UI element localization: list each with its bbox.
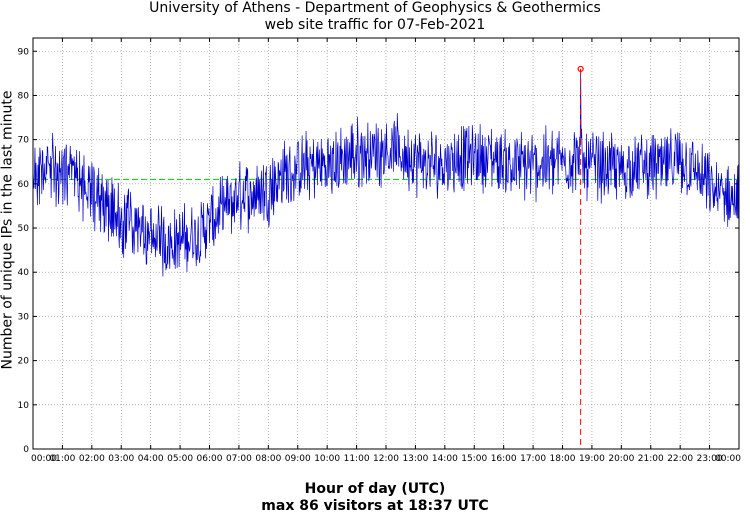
x-axis-label: Hour of day (UTC) — [304, 481, 446, 497]
x-tick-label: 16:00 — [491, 454, 517, 464]
x-tick-label: 14:00 — [432, 454, 458, 464]
x-tick-label: 12:00 — [373, 454, 399, 464]
x-tick-label: 00:00 — [715, 454, 741, 464]
x-tick-label: 06:00 — [197, 454, 223, 464]
x-tick-label: 22:00 — [667, 454, 693, 464]
series-group — [32, 68, 739, 277]
x-tick-label: 10:00 — [314, 454, 340, 464]
x-tick-label: 19:00 — [579, 454, 605, 464]
series-line — [32, 68, 739, 277]
x-tick-label: 09:00 — [285, 454, 311, 464]
grid — [33, 38, 739, 449]
y-tick-label: 40 — [18, 268, 30, 278]
x-tick-label: 23:00 — [697, 454, 723, 464]
x-tick-label: 17:00 — [520, 454, 546, 464]
x-tick-label: 00:00 — [31, 454, 57, 464]
peak-marker — [577, 65, 584, 73]
x-tick-label: 15:00 — [461, 454, 487, 464]
x-tick-label: 21:00 — [638, 454, 664, 464]
y-tick-label: 20 — [18, 357, 30, 367]
x-tick-label: 08:00 — [255, 454, 281, 464]
x-tick-label: 05:00 — [167, 454, 193, 464]
y-tick-label: 60 — [18, 180, 30, 190]
chart-title: University of Athens - Department of Geo… — [149, 0, 601, 16]
y-tick-label: 30 — [18, 312, 30, 322]
x-tick-label: 07:00 — [226, 454, 252, 464]
x-tick-label: 13:00 — [402, 454, 428, 464]
y-tick-label: 80 — [18, 91, 30, 101]
chart-subtitle: web site traffic for 07-Feb-2021 — [264, 17, 486, 33]
x-tick-label: 18:00 — [550, 454, 576, 464]
peak-note: max 86 visitors at 18:37 UTC — [261, 498, 489, 514]
x-tick-label: 01:00 — [49, 454, 75, 464]
plot-frame — [32, 37, 740, 450]
y-tick-label: 70 — [18, 136, 30, 146]
x-tick-label: 02:00 — [79, 454, 105, 464]
y-tick-label: 0 — [23, 445, 29, 455]
x-tick-label: 11:00 — [344, 454, 370, 464]
y-tick-label: 90 — [18, 47, 30, 57]
x-tick-label: 03:00 — [108, 454, 134, 464]
peak-group — [577, 65, 584, 449]
x-tick-label: 04:00 — [138, 454, 164, 464]
y-tick-label: 10 — [18, 401, 30, 411]
x-tick-label: 20:00 — [608, 454, 634, 464]
y-tick-label: 50 — [18, 224, 30, 234]
